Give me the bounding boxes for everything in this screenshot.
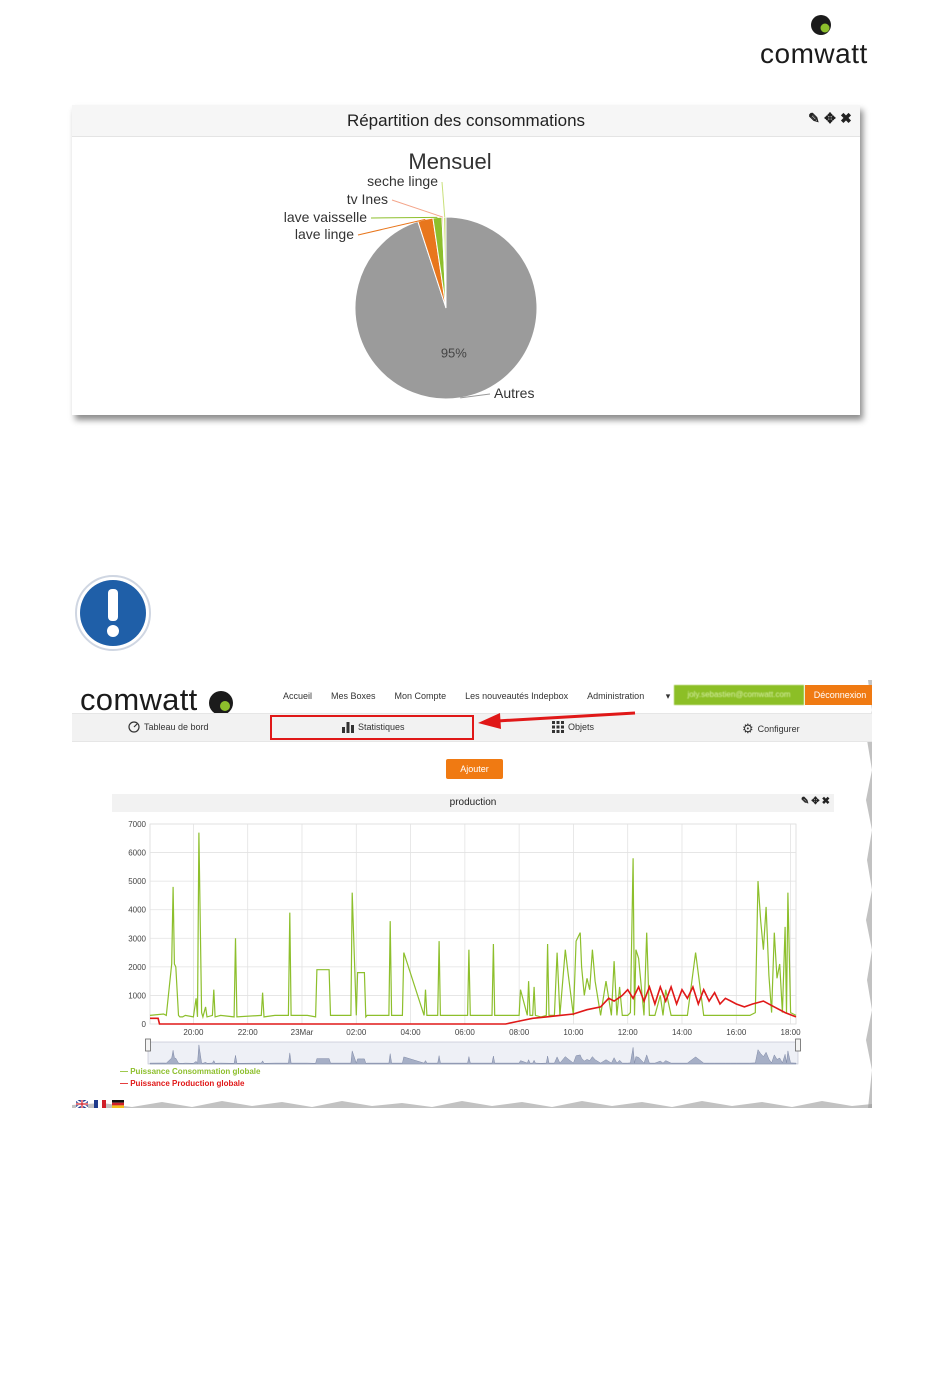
production-chart-panel: production ✎ ✥ ✖ 0 1000 2000 3000 4000 5000 60… bbox=[112, 794, 834, 1094]
comwatt-logo-mark bbox=[811, 15, 831, 35]
user-account-button[interactable]: joly.sebastien@comwatt.com bbox=[674, 685, 804, 705]
navbar-logo-mark bbox=[209, 690, 234, 715]
x-tick-label: 14:00 bbox=[672, 1028, 693, 1037]
grid-icon bbox=[552, 721, 564, 733]
top-navbar: comwatt Accueil Mes Boxes Mon Compte Les… bbox=[72, 680, 872, 717]
x-tick-label: 08:00 bbox=[509, 1028, 530, 1037]
navbar-brand[interactable]: comwatt bbox=[80, 682, 236, 718]
close-icon[interactable]: ✖ bbox=[840, 110, 852, 126]
pie-slice-seche-linge bbox=[442, 216, 447, 309]
edit-icon[interactable]: ✎ bbox=[800, 796, 810, 807]
edit-icon[interactable]: ✎ bbox=[808, 110, 820, 126]
pie-label-tv-ines: tv Ines bbox=[347, 191, 388, 207]
logout-button[interactable]: Déconnexion bbox=[805, 685, 872, 705]
navigator-handle[interactable] bbox=[795, 1038, 801, 1052]
navbar-brand-text: comwatt bbox=[80, 682, 198, 717]
x-tick-label: 06:00 bbox=[455, 1028, 476, 1037]
red-arrow-icon bbox=[478, 711, 636, 729]
y-tick-label: 1000 bbox=[128, 991, 146, 1000]
legend-consumption[interactable]: — Puissance Consommation globale bbox=[120, 1067, 261, 1076]
warning-icon bbox=[75, 575, 151, 651]
y-tick-label: 0 bbox=[142, 1020, 147, 1029]
chart-panel-title: production bbox=[449, 797, 497, 808]
chart-panel-tools: ✎ ✥ ✖ bbox=[801, 796, 830, 807]
pie-leader-line bbox=[460, 393, 491, 399]
panel-tools: ✎ ✥ ✖ bbox=[808, 110, 852, 127]
tab-statistics-label: Statistiques bbox=[358, 722, 405, 732]
navigator-series-area bbox=[149, 1044, 797, 1065]
de-flag-icon[interactable] bbox=[112, 1100, 124, 1108]
nav-dropdown-administration[interactable]: Administration ▾ bbox=[587, 691, 689, 702]
consumption-breakdown-panel: Répartition des consommations ✎ ✥ ✖ Mens… bbox=[72, 105, 860, 415]
move-icon[interactable]: ✥ bbox=[824, 110, 836, 126]
production-line-chart: 0 1000 2000 3000 4000 5000 6000 7000 20:00 22:00… bbox=[128, 820, 802, 1065]
y-tick-label: 2000 bbox=[128, 963, 146, 972]
navigator-handle[interactable] bbox=[145, 1038, 151, 1052]
x-tick-label: 22:00 bbox=[238, 1028, 259, 1037]
highlight-box bbox=[270, 715, 474, 740]
uk-flag-icon[interactable] bbox=[76, 1100, 88, 1108]
chart-panel-header: production ✎ ✥ ✖ bbox=[112, 794, 834, 812]
language-flags bbox=[76, 1100, 124, 1108]
tab-objects[interactable]: Objets bbox=[552, 721, 594, 733]
pie-data-label: 95% bbox=[441, 345, 467, 360]
nav-link-mes-boxes[interactable]: Mes Boxes bbox=[331, 691, 376, 701]
pie-label-lave-vaisselle: lave vaisselle bbox=[284, 209, 367, 225]
y-tick-label: 3000 bbox=[128, 934, 146, 943]
production-series-line bbox=[150, 984, 797, 1025]
nav-link-nouveautes[interactable]: Les nouveautés Indepbox bbox=[465, 691, 569, 701]
x-tick-label: 02:00 bbox=[346, 1028, 367, 1037]
pie-leader-line bbox=[370, 216, 438, 219]
close-icon[interactable]: ✖ bbox=[821, 796, 830, 807]
app-screenshot: comwatt Accueil Mes Boxes Mon Compte Les… bbox=[72, 680, 872, 1108]
x-tick-label: 04:00 bbox=[401, 1028, 422, 1037]
tab-statistics[interactable]: Statistiques bbox=[342, 721, 405, 733]
x-tick-label: 20:00 bbox=[183, 1028, 204, 1037]
comwatt-logo-text: comwatt bbox=[760, 38, 868, 69]
y-tick-label: 4000 bbox=[128, 906, 146, 915]
caret-down-icon: ▾ bbox=[665, 691, 671, 701]
tab-configure[interactable]: ⚙ Configurer bbox=[742, 721, 800, 737]
x-tick-label: 23Mar bbox=[291, 1028, 314, 1037]
x-tick-label: 10:00 bbox=[563, 1028, 584, 1037]
add-button[interactable]: Ajouter bbox=[446, 759, 503, 779]
chart-legend: — Puissance Consommation globale — Puiss… bbox=[120, 1066, 260, 1090]
x-tick-label: 12:00 bbox=[618, 1028, 639, 1037]
tab-configure-label: Configurer bbox=[757, 724, 800, 734]
bar-chart-icon bbox=[342, 722, 354, 733]
y-tick-label: 7000 bbox=[128, 820, 146, 829]
torn-edge bbox=[72, 680, 872, 1108]
tab-dashboard[interactable]: Tableau de bord bbox=[128, 721, 209, 733]
pie-label-seche-linge: seche linge bbox=[367, 173, 438, 189]
dashboard-gauge-icon bbox=[128, 721, 140, 733]
nav-dropdown-label: Administration bbox=[587, 691, 645, 701]
nav-link-mon-compte[interactable]: Mon Compte bbox=[394, 691, 447, 701]
fr-flag-icon[interactable] bbox=[94, 1100, 106, 1108]
pie-label-autres: Autres bbox=[494, 385, 534, 401]
y-tick-label: 5000 bbox=[128, 877, 146, 886]
gear-icon: ⚙ bbox=[742, 721, 754, 736]
consumption-series-line bbox=[149, 832, 797, 1020]
pie-leader-line bbox=[441, 181, 446, 218]
x-tick-label: 18:00 bbox=[781, 1028, 802, 1037]
panel-header: Répartition des consommations ✎ ✥ ✖ bbox=[72, 105, 860, 137]
move-icon[interactable]: ✥ bbox=[811, 796, 820, 807]
legend-production[interactable]: — Puissance Production globale bbox=[120, 1079, 245, 1088]
pie-leader-line bbox=[357, 218, 426, 236]
pie-leader-line bbox=[391, 199, 443, 218]
tab-objects-label: Objets bbox=[568, 722, 595, 732]
comwatt-logo: comwatt bbox=[760, 12, 880, 69]
y-tick-label: 6000 bbox=[128, 849, 146, 858]
panel-title: Répartition des consommations bbox=[346, 111, 586, 130]
plot-area bbox=[149, 823, 797, 1025]
pie-label-lave-linge: lave linge bbox=[295, 226, 354, 242]
nav-link-accueil[interactable]: Accueil bbox=[283, 691, 313, 701]
tab-dashboard-label: Tableau de bord bbox=[144, 722, 209, 732]
pie-chart-title: Mensuel bbox=[408, 149, 491, 174]
navbar-links: Accueil Mes Boxes Mon Compte Les nouveau… bbox=[283, 691, 708, 702]
x-tick-label: 16:00 bbox=[726, 1028, 747, 1037]
